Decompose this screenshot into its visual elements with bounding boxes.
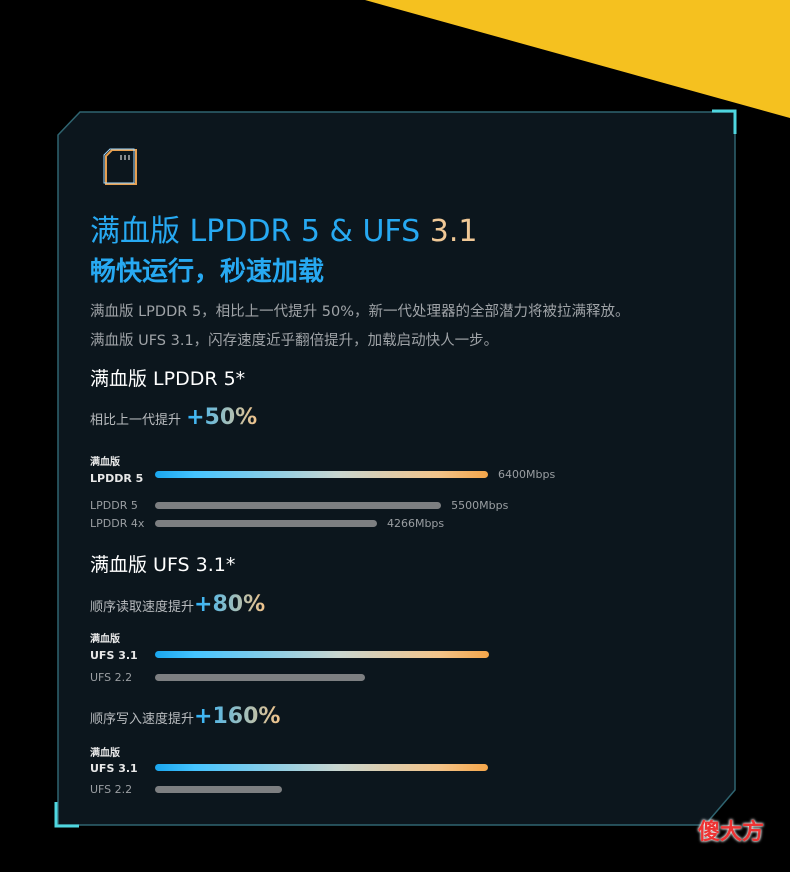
value-label: 5500Mbps — [451, 499, 509, 512]
bar — [155, 674, 365, 681]
title-version: 3.1 — [429, 214, 478, 249]
bar-label: LPDDR 5 — [90, 499, 138, 512]
description: 满血版 LPDDR 5，相比上一代提升 50%，新一代处理器的全部潜力将被拉满释… — [90, 304, 630, 320]
description: 满血版 UFS 3.1，闪存速度近乎翻倍提升，加载启动快人一步。 — [90, 333, 499, 349]
bar — [155, 520, 377, 527]
gain-row: 顺序读取速度提升+80% — [90, 594, 265, 616]
gain-label: 顺序写入速度提升 — [90, 712, 195, 727]
section-title: 满血版 UFS 3.1* — [90, 554, 236, 576]
bar-tag: 满血版 — [90, 634, 120, 645]
gain-row: 相比上一代提升 +50% — [90, 407, 257, 429]
bar — [155, 764, 488, 771]
bar-label: UFS 2.2 — [90, 783, 133, 796]
bar — [155, 786, 282, 793]
title-text: 满血版 LPDDR 5 & UFS — [90, 214, 421, 249]
gain: +160% — [194, 704, 281, 729]
bar-label: UFS 3.1 — [90, 649, 138, 662]
bar-tag: 满血版 — [90, 748, 120, 759]
gain: +50% — [186, 405, 258, 430]
subtitle: 畅快运行，秒速加载 — [90, 257, 325, 287]
bar-label: UFS 3.1 — [90, 762, 138, 775]
bar-label: LPDDR 5 — [90, 472, 144, 485]
watermark: 傻大方 — [698, 820, 765, 845]
bar-tag: 满血版 — [90, 457, 120, 468]
gain: +80% — [194, 592, 266, 617]
gain-label: 相比上一代提升 — [90, 413, 182, 428]
value-label: 4266Mbps — [386, 517, 445, 530]
bar — [155, 471, 488, 478]
value-label: 6400Mbps — [498, 468, 556, 481]
title: 满血版 LPDDR 5 & UFS 3.1 — [90, 217, 477, 247]
bar — [155, 651, 489, 658]
bar-label: LPDDR 4x — [90, 517, 145, 530]
gain-label: 顺序读取速度提升 — [90, 600, 195, 615]
bar — [155, 502, 442, 509]
gain-row: 顺序写入速度提升+160% — [90, 706, 280, 728]
section-title: 满血版 LPDDR 5* — [90, 368, 246, 390]
bar-label: UFS 2.2 — [90, 671, 133, 684]
